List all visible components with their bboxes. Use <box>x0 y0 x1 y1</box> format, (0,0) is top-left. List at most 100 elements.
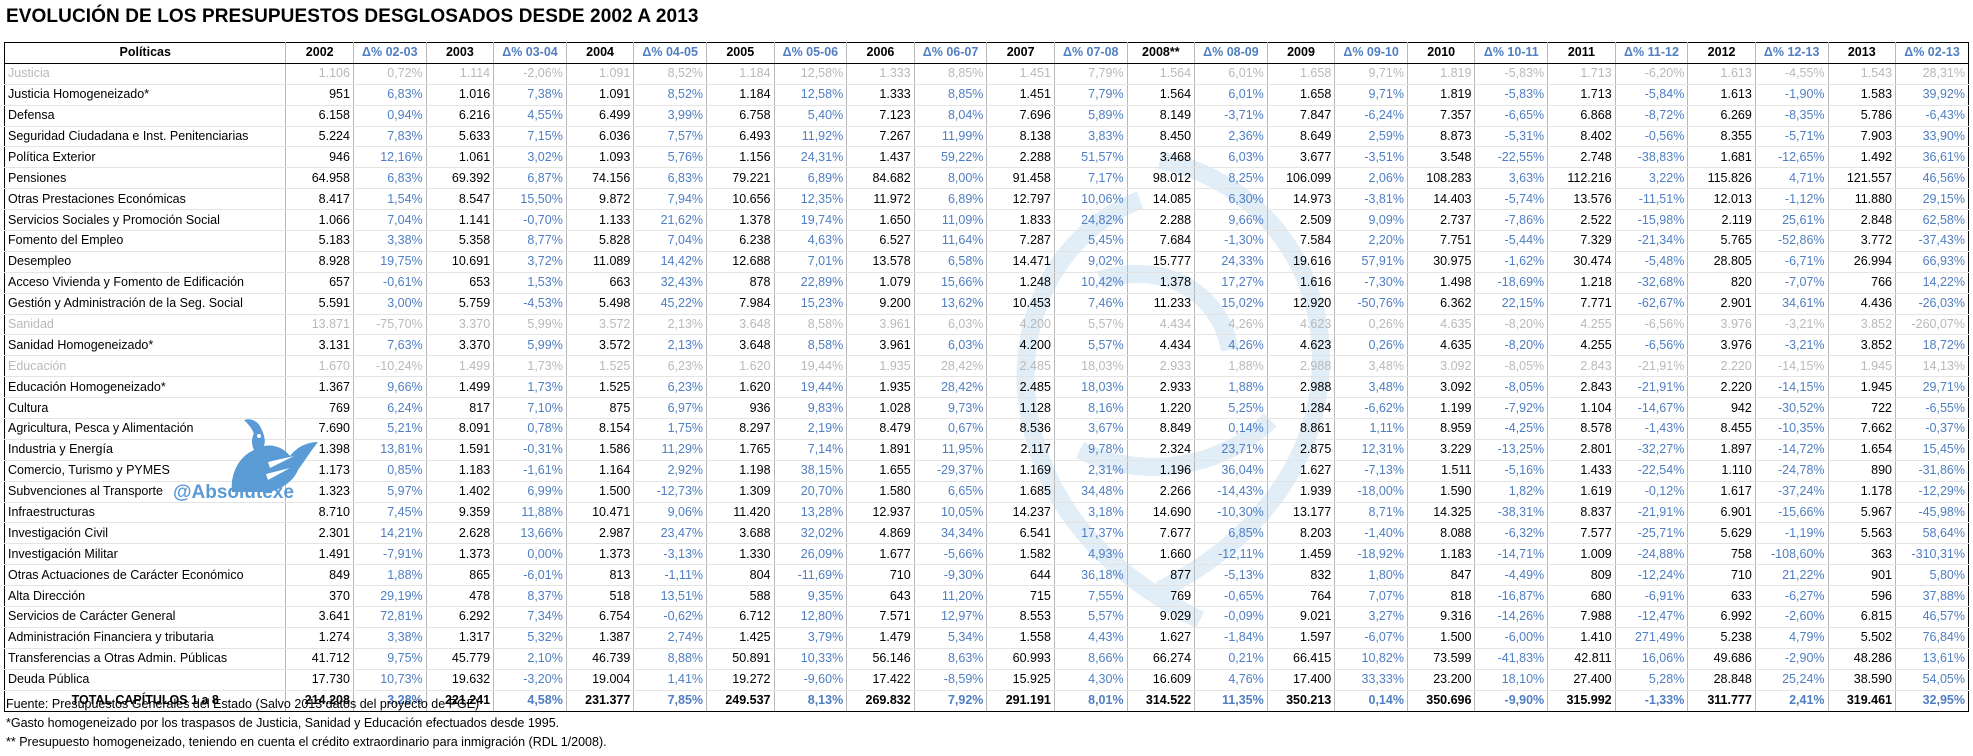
pct-change-cell: -32,68% <box>1615 272 1689 294</box>
value-cell: 60.993 <box>986 648 1055 670</box>
value-cell: 2.117 <box>986 439 1055 461</box>
pct-change-cell: 6,30% <box>1194 188 1268 211</box>
pct-change-cell: -2,90% <box>1755 648 1829 670</box>
value-cell: 813 <box>566 564 635 587</box>
value-cell: 15.777 <box>1127 251 1196 273</box>
pct-change-cell: 6,89% <box>914 188 988 211</box>
value-cell: 1.558 <box>986 627 1055 649</box>
value-cell: 9.872 <box>566 188 635 211</box>
value-cell: 680 <box>1547 585 1616 608</box>
pct-change-cell: 5,97% <box>353 481 427 503</box>
pct-change-cell: -5,48% <box>1615 251 1689 273</box>
pct-change-cell: -38,31% <box>1474 502 1549 524</box>
total-row: TOTAL CAPÍTULOS 1 a 8 214.208 3,28% 221.241… <box>3 689 1969 712</box>
pct-change-cell: -7,92% <box>1474 397 1549 420</box>
value-cell: 6.493 <box>706 126 775 148</box>
pct-change-cell: 6,97% <box>633 397 708 420</box>
pct-change-cell: -0,70% <box>493 209 567 232</box>
value-cell: 1.935 <box>846 355 915 378</box>
pct-change-cell: -18,69% <box>1474 272 1549 294</box>
value-cell: 23.200 <box>1407 669 1476 691</box>
pct-change-cell: -50,76% <box>1334 293 1408 315</box>
pct-change-cell: -1,84% <box>1194 627 1268 649</box>
pct-change-cell: -9,30% <box>914 564 988 587</box>
row-label: Educación Homogeneizado* <box>3 376 287 399</box>
row-label: Seguridad Ciudadana e Inst. Penitenciari… <box>3 126 287 148</box>
value-cell: 7.847 <box>1267 105 1336 127</box>
value-cell: 121.557 <box>1828 167 1897 190</box>
value-cell: 16.609 <box>1127 669 1196 691</box>
pct-change-cell: -14,67% <box>1615 397 1689 420</box>
total-value-cell: 291.191 <box>986 689 1055 712</box>
value-cell: 3.370 <box>426 314 495 336</box>
pct-change-cell: 4,30% <box>1054 669 1128 691</box>
value-cell: 10.691 <box>426 251 495 273</box>
value-cell: 1.199 <box>1407 397 1476 420</box>
pct-change-cell: -310,31% <box>1895 543 1969 566</box>
row-label: Otras Actuaciones de Carácter Económico <box>3 564 287 587</box>
pct-change-cell: 2,13% <box>633 334 708 357</box>
column-header: 2007 <box>986 42 1055 64</box>
pct-change-cell: 5,57% <box>1054 606 1128 628</box>
row-label: Investigación Civil <box>3 522 287 545</box>
pct-change-cell: -22,54% <box>1615 460 1689 482</box>
value-cell: 1.655 <box>846 460 915 482</box>
value-cell: 4.623 <box>1267 334 1336 357</box>
total-pct-cell: -9,90% <box>1474 689 1549 712</box>
value-cell: 7.684 <box>1127 230 1196 252</box>
pct-change-cell: 12,35% <box>774 188 848 211</box>
value-cell: 14.085 <box>1127 188 1196 211</box>
table-row: Agricultura, Pesca y Alimentación 7.690 5,… <box>3 418 1969 440</box>
value-cell: 901 <box>1828 564 1897 587</box>
pct-change-cell: 8,71% <box>1334 502 1408 524</box>
pct-change-cell: 28,31% <box>1895 63 1969 85</box>
pct-change-cell: 0,85% <box>353 460 427 482</box>
pct-change-cell: 2,31% <box>1054 460 1128 482</box>
value-cell: 1.819 <box>1407 63 1476 85</box>
pct-change-cell: -5,83% <box>1474 84 1549 106</box>
pct-change-cell: 6,83% <box>353 167 427 190</box>
value-cell: 1.525 <box>566 376 635 399</box>
value-cell: 13.177 <box>1267 502 1336 524</box>
value-cell: 1.106 <box>285 63 354 85</box>
pct-change-cell: -37,43% <box>1895 230 1969 252</box>
value-cell: 1.713 <box>1547 84 1616 106</box>
pct-change-cell: 7,46% <box>1054 293 1128 315</box>
row-label: Servicios de Carácter General <box>3 606 287 628</box>
value-cell: 7.287 <box>986 230 1055 252</box>
total-value-cell: 269.832 <box>846 689 915 712</box>
pct-change-cell: -25,71% <box>1615 522 1689 545</box>
value-cell: 1.173 <box>285 460 354 482</box>
value-cell: 4.255 <box>1547 334 1616 357</box>
pct-change-cell: 29,19% <box>353 585 427 608</box>
pct-change-cell: 8,16% <box>1054 397 1128 420</box>
pct-change-cell: 15,45% <box>1895 439 1969 461</box>
pct-change-cell: 6,03% <box>914 314 988 336</box>
value-cell: 1.330 <box>706 543 775 566</box>
pct-change-cell: -21,91% <box>1615 502 1689 524</box>
pct-change-cell: 8,52% <box>633 63 708 85</box>
value-cell: 3.131 <box>285 334 354 357</box>
pct-change-cell: 4,26% <box>1194 334 1268 357</box>
pct-change-cell: 15,23% <box>774 293 848 315</box>
value-cell: 3.677 <box>1267 146 1336 169</box>
value-cell: 10.656 <box>706 188 775 211</box>
pct-change-cell: 10,73% <box>353 669 427 691</box>
value-cell: 8.959 <box>1407 418 1476 440</box>
pct-change-cell: -3,71% <box>1194 105 1268 127</box>
budget-table: Políticas 2002 Δ% 02-03 2003 Δ% 03-04 2004 Δ% … <box>3 42 1969 712</box>
pct-change-cell: 18,10% <box>1474 669 1549 691</box>
pct-change-cell: 8,58% <box>774 314 848 336</box>
pct-change-cell: 1,73% <box>493 355 567 378</box>
pct-change-cell: -10,24% <box>353 355 427 378</box>
pct-change-cell: 4,93% <box>1054 543 1128 566</box>
pct-change-cell: 271,49% <box>1615 627 1689 649</box>
pct-change-cell: 36,04% <box>1194 460 1268 482</box>
pct-change-cell: 17,27% <box>1194 272 1268 294</box>
pct-change-cell: 3,18% <box>1054 502 1128 524</box>
pct-change-cell: -3,20% <box>493 669 567 691</box>
column-header: 2010 <box>1407 42 1476 64</box>
value-cell: 1.184 <box>706 84 775 106</box>
row-label: Administración Financiera y tributaria <box>3 627 287 649</box>
value-cell: 1.583 <box>1828 84 1897 106</box>
